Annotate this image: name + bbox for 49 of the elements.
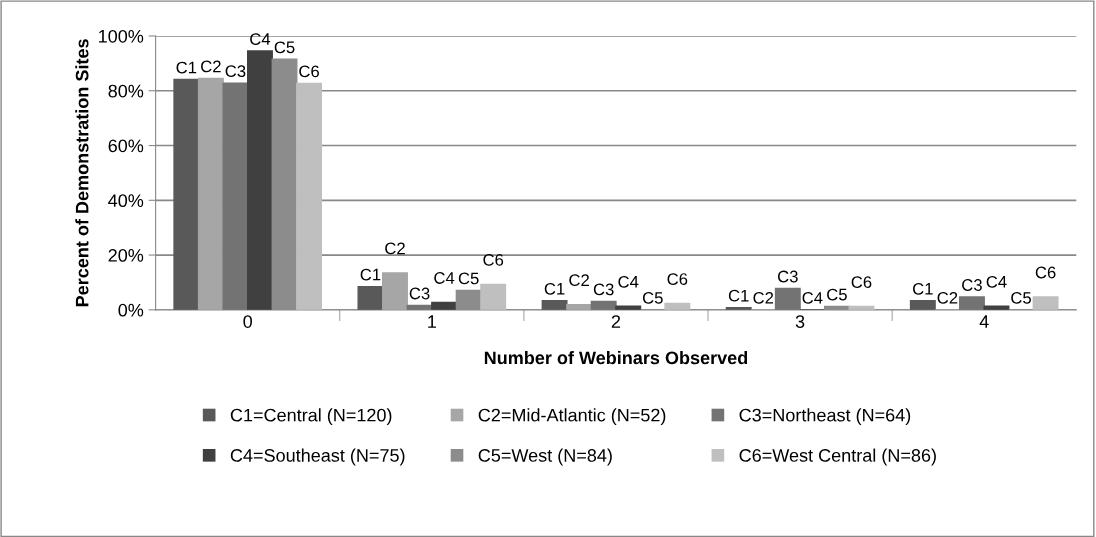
y-tick-label: 100% (99, 29, 144, 43)
data-label: C4 (618, 275, 639, 288)
data-label: C3 (409, 287, 430, 300)
legend-label: C5=West (N=84) (478, 448, 612, 466)
x-tick-label: 2 (611, 315, 621, 328)
data-label: C3 (962, 279, 982, 291)
y-tick-label: 60% (108, 139, 144, 153)
data-label: C3 (593, 283, 614, 296)
legend-label: C2=Mid-Atlantic (N=52) (478, 408, 666, 426)
data-label: C4 (250, 33, 271, 45)
data-label: C6 (483, 254, 504, 266)
y-tick-label: 20% (108, 249, 144, 262)
data-label: C2 (385, 242, 405, 255)
legend-label: C1=Central (N=120) (230, 408, 392, 426)
x-tick-label: 0 (243, 315, 253, 328)
data-label: C1 (360, 268, 381, 281)
data-label: C3 (778, 270, 798, 283)
data-label: C5 (642, 291, 663, 304)
y-tick-label: 0% (118, 303, 144, 317)
x-tick-label: 3 (795, 315, 805, 328)
data-label: C5 (274, 41, 295, 54)
y-tick-label: 80% (108, 84, 144, 98)
data-label: C1 (176, 61, 197, 74)
y-axis-title: Percent of Demonstration Sites (75, 39, 89, 307)
data-label: C1 (913, 282, 933, 295)
data-label: C6 (667, 273, 688, 285)
data-label: C5 (1011, 291, 1031, 304)
data-label: C2 (569, 274, 589, 287)
x-axis-title: Number of Webinars Observed (484, 350, 748, 365)
data-label: C2 (201, 60, 221, 73)
data-label: C4 (434, 272, 455, 284)
x-tick-label: 1 (428, 315, 436, 328)
data-label: C1 (728, 289, 749, 302)
data-label: C2 (753, 291, 774, 304)
data-label: C4 (986, 275, 1007, 288)
y-tick-label: 40% (108, 194, 144, 208)
data-label: C1 (544, 282, 565, 295)
data-label: C5 (458, 272, 479, 285)
data-label: C5 (827, 288, 847, 301)
x-tick-label: 4 (979, 315, 989, 328)
legend-label: C6=West Central (N=86) (739, 448, 936, 466)
data-label: C6 (299, 65, 319, 78)
data-label: C2 (937, 291, 958, 304)
legend-label: C3=Northeast (N=64) (739, 408, 911, 426)
data-label: C6 (1035, 266, 1056, 279)
data-label: C3 (225, 65, 246, 78)
data-label: C6 (851, 276, 872, 288)
legend-label: C4=Southeast (N=75) (230, 448, 405, 466)
data-label: C4 (802, 291, 823, 304)
